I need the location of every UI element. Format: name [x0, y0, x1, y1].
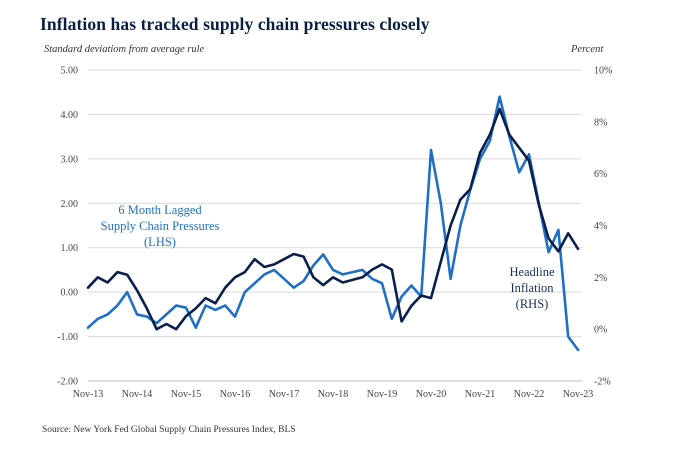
series-lines: [86, 95, 580, 352]
right-tick-label: 0%: [594, 325, 607, 336]
x-tick-label: Nov-18: [318, 389, 349, 400]
left-tick-label: -1.00: [57, 332, 78, 343]
inflation-label-line: Inflation: [510, 281, 554, 295]
x-axis-ticks: Nov-13 Nov-14 Nov-15 Nov-16 Nov-17 Nov-18 Nov-…: [73, 380, 594, 400]
source-note: Source: New York Fed Global Supply Chain…: [42, 425, 296, 435]
supply-chain-pressures-line: [86, 95, 580, 352]
left-axis-ticks: 5.00 4.00 3.00 2.00 1.00 0.00 -1.00 -2.00: [57, 66, 78, 388]
right-axis-title: Percent: [571, 44, 604, 55]
x-tick-label: Nov-23: [563, 389, 594, 400]
inflation-label-line: Headline: [509, 265, 555, 279]
left-tick-label: 3.00: [61, 154, 79, 165]
right-tick-label: -2%: [594, 377, 611, 388]
right-axis-ticks: 10% 8% 6% 4% 2% 0% -2%: [594, 66, 612, 388]
supply-chain-label-line: 6 Month Lagged: [118, 203, 202, 217]
supply-chain-label-line: (LHS): [144, 235, 176, 249]
left-tick-label: 5.00: [61, 66, 79, 77]
chart-title: Inflation has tracked supply chain press…: [40, 14, 430, 34]
left-tick-label: 2.00: [61, 199, 79, 210]
inflation-label-line: (RHS): [516, 297, 549, 311]
left-tick-label: 0.00: [61, 288, 79, 299]
x-tick-label: Nov-22: [514, 389, 545, 400]
x-tick-label: Nov-13: [73, 389, 104, 400]
right-tick-label: 10%: [594, 66, 612, 77]
headline-inflation-line: [86, 107, 580, 331]
x-tick-label: Nov-19: [367, 389, 398, 400]
left-axis-title: Standard deviatiom from average rule: [44, 44, 205, 55]
x-tick-label: Nov-15: [171, 389, 202, 400]
left-tick-label: 1.00: [61, 243, 79, 254]
x-tick-label: Nov-20: [416, 389, 447, 400]
left-tick-label: 4.00: [61, 110, 79, 121]
right-tick-label: 8%: [594, 117, 607, 128]
x-tick-label: Nov-21: [465, 389, 496, 400]
right-tick-label: 2%: [594, 273, 607, 284]
series-annotations: 6 Month Lagged Supply Chain Pressures (LHS…: [101, 203, 555, 311]
right-tick-label: 4%: [594, 221, 607, 232]
x-tick-label: Nov-14: [122, 389, 153, 400]
right-tick-label: 6%: [594, 169, 607, 180]
x-tick-label: Nov-17: [269, 389, 300, 400]
x-tick-label: Nov-16: [220, 389, 251, 400]
left-tick-label: -2.00: [57, 377, 78, 388]
supply-chain-label-line: Supply Chain Pressures: [101, 219, 220, 233]
